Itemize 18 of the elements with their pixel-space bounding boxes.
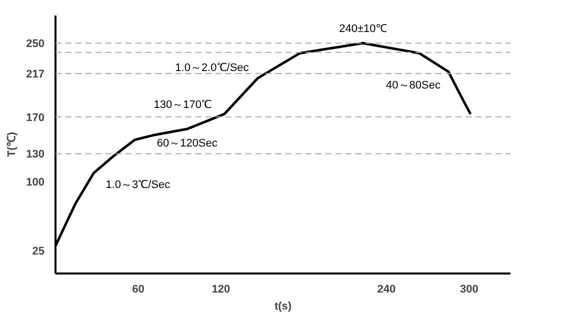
y-tick-label: 100 <box>26 176 45 188</box>
x-tick-label: 300 <box>460 284 478 296</box>
annotation: 130～170℃ <box>154 98 212 111</box>
y-axis-title: T(℃) <box>6 132 18 158</box>
annotation: 240±10℃ <box>339 23 387 36</box>
x-axis-title: t(s) <box>274 300 292 312</box>
y-tick-label: 217 <box>26 68 45 81</box>
y-tick-label: 130 <box>26 148 45 161</box>
x-tick-label: 120 <box>212 284 230 296</box>
y-tick-label: 170 <box>26 112 45 124</box>
annotation: 60～120Sec <box>156 137 218 150</box>
annotation: 1.0～2.0℃/Sec <box>175 62 250 74</box>
x-tick-label: 240 <box>377 284 396 296</box>
y-tick-label: 25 <box>32 245 45 258</box>
annotation: 40～80Sec <box>386 80 441 92</box>
y-tick-label: 250 <box>26 38 45 50</box>
annotation: 1.0～3℃/Sec <box>106 179 171 192</box>
x-tick-label: 60 <box>132 284 144 296</box>
